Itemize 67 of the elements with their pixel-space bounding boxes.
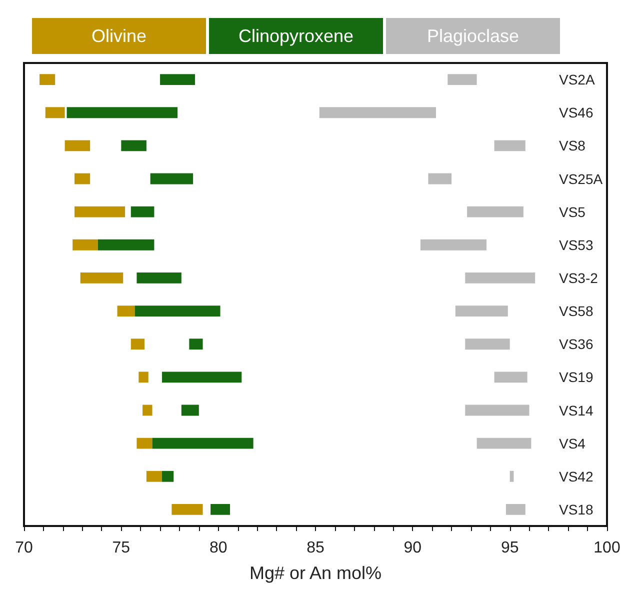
bar <box>465 338 510 350</box>
bar <box>494 140 526 152</box>
bar <box>142 404 152 416</box>
bar <box>181 404 199 416</box>
bar <box>121 140 146 152</box>
bar <box>98 239 154 250</box>
bar <box>160 74 196 85</box>
bar <box>455 306 508 316</box>
bar <box>189 338 203 350</box>
bar <box>136 272 182 284</box>
bar <box>448 74 477 85</box>
x-axis-title: Mg# or An mol% <box>249 563 382 583</box>
bar <box>74 173 90 184</box>
series-label: Plagioclase <box>426 26 520 46</box>
y-tick-label: VS19 <box>559 369 594 386</box>
bar <box>80 272 124 284</box>
x-tick-label: 70 <box>15 540 33 556</box>
bar <box>134 306 220 316</box>
bar <box>40 74 56 85</box>
bar <box>162 372 242 383</box>
bar <box>494 372 528 383</box>
bar <box>428 173 452 184</box>
y-tick-label: VS18 <box>559 501 594 518</box>
bar <box>510 470 514 482</box>
x-tick-label: 100 <box>594 540 620 556</box>
text: Olivine <box>91 26 147 46</box>
bar <box>506 504 526 515</box>
bar <box>420 239 487 250</box>
x-tick-label: 90 <box>404 540 422 556</box>
text: Clinopyroxene <box>238 26 354 46</box>
y-tick-label: VS2A <box>559 72 596 88</box>
bar <box>150 173 194 184</box>
x-tick-label: 75 <box>112 540 130 556</box>
bar <box>319 107 436 118</box>
y-tick-label: VS42 <box>559 468 594 484</box>
bar <box>130 338 144 350</box>
bar <box>210 504 230 515</box>
bar <box>138 372 148 383</box>
y-tick-label: VS25A <box>559 170 604 187</box>
bar <box>117 306 135 316</box>
bar <box>146 470 162 482</box>
bar <box>465 404 530 416</box>
y-tick-label: VS8 <box>559 138 586 154</box>
bar <box>45 107 65 118</box>
y-tick-label: VS4 <box>559 435 586 452</box>
bar <box>465 272 536 284</box>
x-tick-label: 80 <box>209 540 228 556</box>
y-tick-label: VS53 <box>559 236 594 253</box>
y-tick-label: VS36 <box>559 336 594 352</box>
x-tick-label: 95 <box>500 540 519 556</box>
bar <box>66 107 178 118</box>
y-tick-label: VS3-2 <box>559 270 598 286</box>
y-tick-label: VS46 <box>559 104 594 121</box>
y-tick-label: VS5 <box>559 204 586 220</box>
bar <box>467 206 524 218</box>
x-tick-label: 85 <box>306 540 324 556</box>
bar <box>74 206 126 218</box>
bar <box>136 438 152 449</box>
y-tick-label: VS14 <box>559 402 594 418</box>
y-tick-label: VS58 <box>559 303 594 320</box>
bar <box>152 438 254 449</box>
bar <box>172 504 203 515</box>
bar <box>476 438 532 449</box>
bar <box>72 239 98 250</box>
bar <box>162 470 174 482</box>
bar <box>64 140 90 152</box>
bar <box>130 206 154 218</box>
